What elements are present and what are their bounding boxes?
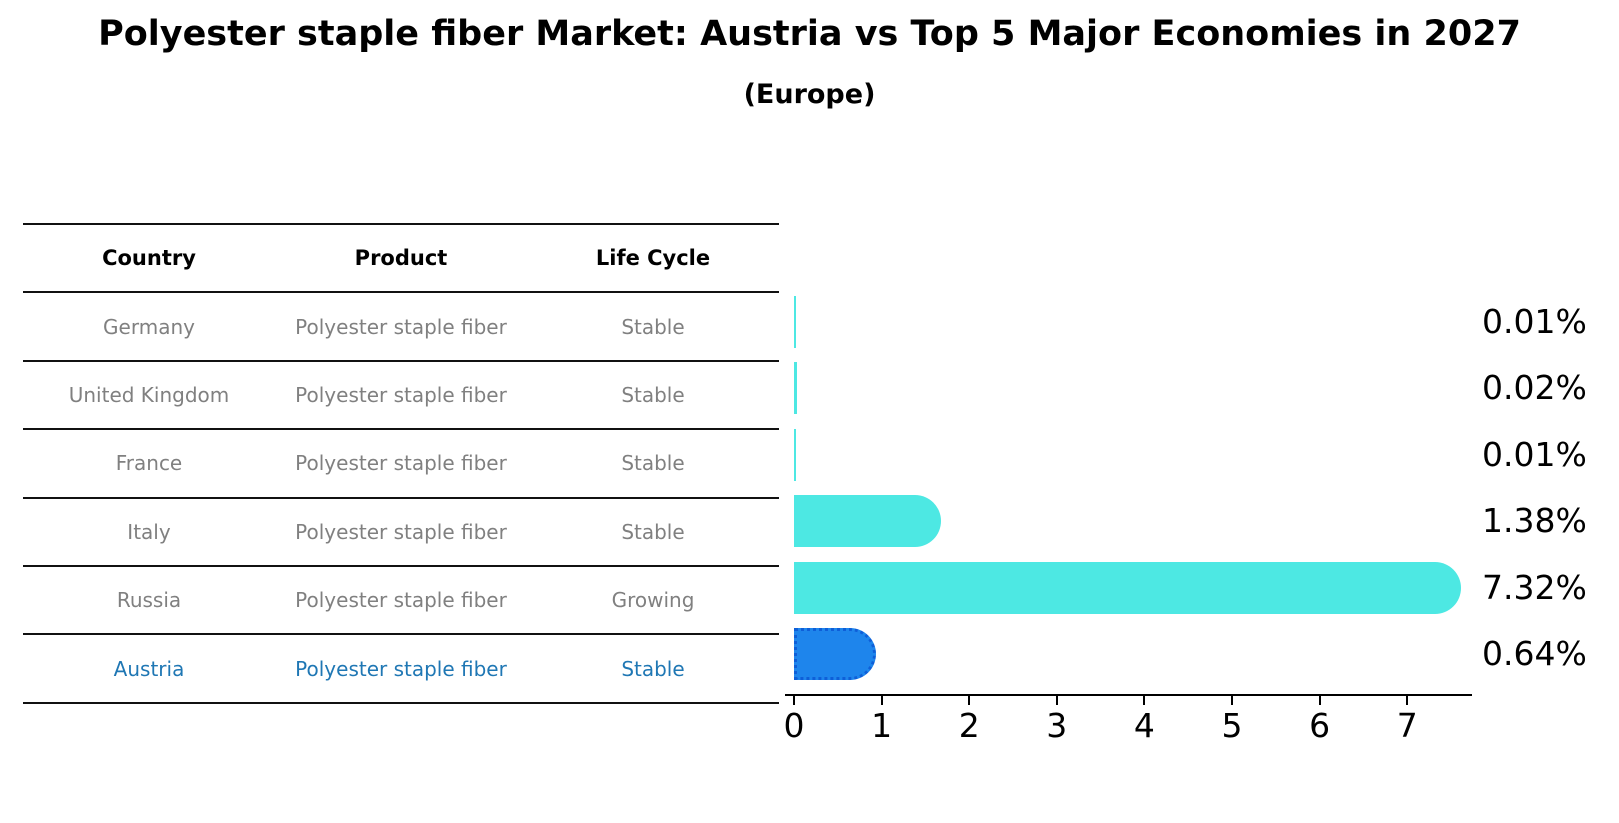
cell-country: Germany (103, 314, 195, 339)
cell-life-cycle: Stable (621, 656, 685, 681)
bar-austria (794, 628, 877, 680)
table-row-italy: Italy Polyester staple fiber Stable (23, 496, 779, 565)
cell-product: Polyester staple fiber (295, 451, 507, 476)
x-axis-tick-label: 7 (1396, 706, 1418, 745)
bar-value-label: 0.02% (1482, 368, 1587, 407)
x-axis-tick-label: 4 (1133, 706, 1155, 745)
cell-product: Polyester staple fiber (295, 382, 507, 407)
column-header-country: Country (102, 246, 196, 271)
chart-title: Polyester staple fiber Market: Austria v… (98, 14, 1521, 54)
column-header-product: Product (354, 246, 448, 271)
table-row-russia: Russia Polyester staple fiber Growing (23, 564, 779, 633)
cell-country: Austria (113, 656, 185, 681)
x-axis-tick (793, 696, 795, 705)
cell-product: Polyester staple fiber (295, 588, 507, 613)
cell-product: Polyester staple fiber (295, 519, 507, 544)
bar-value-label: 0.64% (1482, 634, 1587, 673)
x-axis-tick-label: 6 (1309, 706, 1331, 745)
x-axis-tick (1318, 696, 1321, 705)
x-axis-line (785, 694, 1472, 696)
bar-value-label: 0.01% (1482, 435, 1587, 474)
x-axis-tick (968, 696, 971, 705)
x-axis-tick-label: 1 (871, 706, 893, 745)
bar-germany (794, 296, 796, 348)
table-body: Germany Polyester staple fiber Stable Unite… (23, 291, 779, 701)
cell-country: France (115, 451, 183, 476)
table-row-austria: Austria Polyester staple fiber Stable (23, 633, 779, 701)
x-axis-tick (1406, 696, 1409, 705)
cell-country: United Kingdom (68, 382, 230, 407)
cell-country: Italy (127, 519, 171, 544)
column-header-life-cycle: Life Cycle (595, 246, 711, 271)
x-axis-tick-label: 0 (783, 706, 805, 745)
chart-subtitle: (Europe) (743, 79, 876, 110)
table-row-germany: Germany Polyester staple fiber Stable (23, 291, 779, 359)
bar-value-label: 1.38% (1482, 501, 1587, 540)
x-axis-tick-label: 2 (958, 706, 980, 745)
x-axis-tick-label: 5 (1221, 706, 1243, 745)
bar-value-label: 7.32% (1482, 568, 1587, 607)
x-axis-tick (880, 696, 883, 705)
x-axis-tick (1143, 696, 1146, 705)
bar-russia (794, 562, 1462, 614)
bar-france (794, 429, 796, 481)
table-header-row: Country Product Life Cycle (23, 223, 779, 291)
bar-italy (794, 495, 941, 547)
x-axis-tick-label: 3 (1046, 706, 1068, 745)
comparison-table: Country Product Life Cycle Germany Polyes… (23, 223, 779, 704)
cell-life-cycle: Stable (621, 519, 685, 544)
x-axis-tick (1055, 696, 1058, 705)
cell-product: Polyester staple fiber (295, 314, 507, 339)
table-row-united-kingdom: United Kingdom Polyester staple fiber Stab… (23, 359, 779, 428)
table-row-france: France Polyester staple fiber Stable (23, 428, 779, 496)
bar-united-kingdom (794, 362, 797, 414)
cell-life-cycle: Stable (621, 451, 685, 476)
cell-life-cycle: Stable (621, 382, 685, 407)
cell-country: Russia (116, 588, 182, 613)
cell-product: Polyester staple fiber (295, 656, 507, 681)
cell-life-cycle: Growing (611, 588, 695, 613)
cell-life-cycle: Stable (621, 314, 685, 339)
x-axis-tick (1231, 696, 1233, 705)
bar-value-label: 0.01% (1482, 302, 1587, 341)
